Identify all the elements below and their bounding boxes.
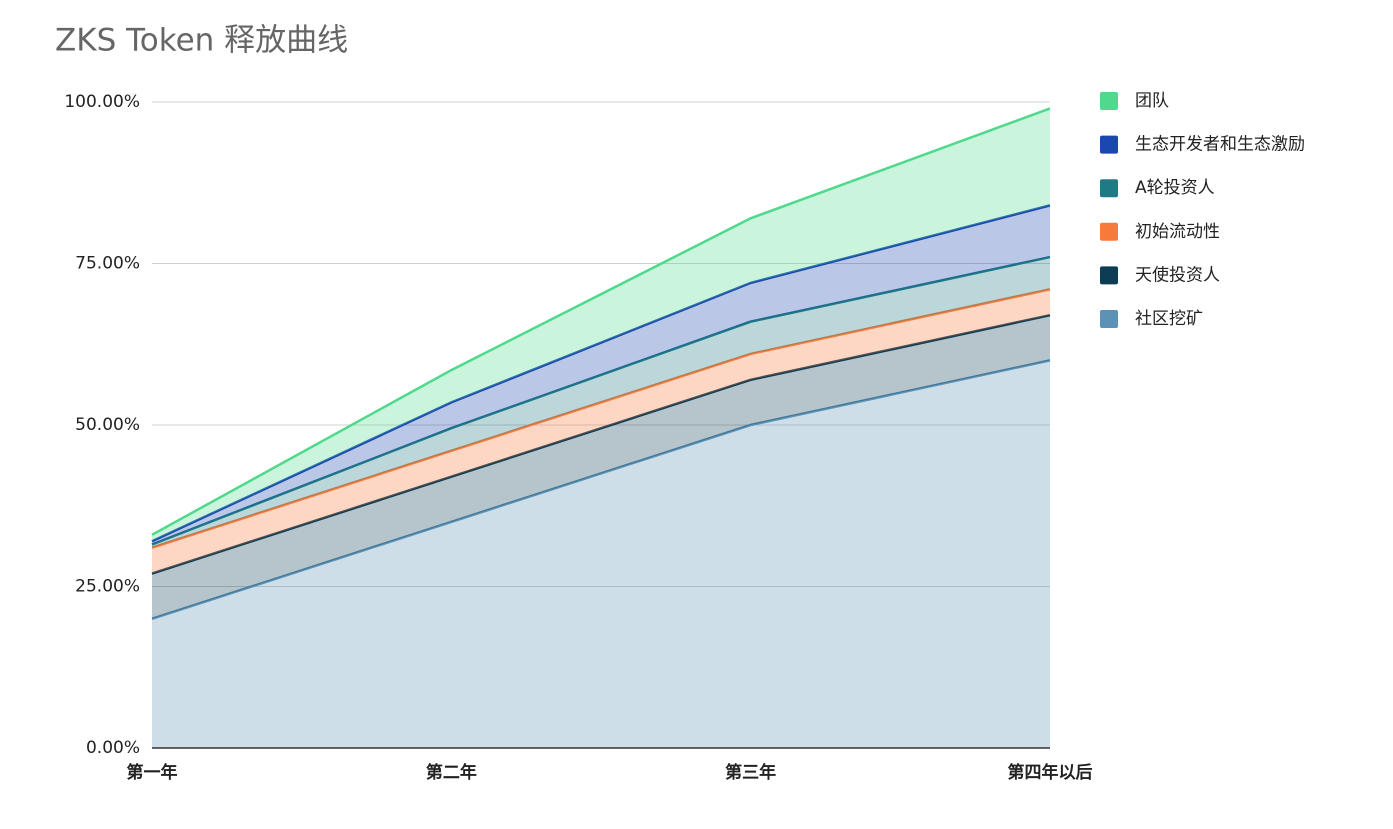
- area-fill: [152, 108, 1050, 542]
- x-tick-label: 第一年: [127, 762, 178, 783]
- area-line: [151, 255, 1051, 546]
- area-line: [151, 359, 1051, 620]
- area-line: [151, 204, 1051, 543]
- area-fill: [152, 257, 1050, 548]
- area-line: [151, 288, 1051, 549]
- legend-swatch: [1100, 135, 1118, 154]
- legend-label: 初始流动性: [1135, 222, 1220, 242]
- legend-swatch: [1100, 222, 1118, 241]
- legend-label: 生态开发者和生态激励: [1135, 135, 1305, 155]
- legend-label: 天使投资人: [1135, 264, 1220, 285]
- x-tick-label: 第二年: [426, 762, 477, 783]
- legend-swatch: [1100, 179, 1118, 198]
- area-fill: [152, 315, 1050, 619]
- area-fill: [152, 360, 1050, 748]
- legend-label: A轮投资人: [1135, 178, 1215, 198]
- y-tick-label: 25.00%: [75, 577, 140, 597]
- legend-swatch: [1100, 92, 1118, 110]
- chart-title: ZKS Token 释放曲线: [55, 23, 348, 59]
- y-tick-label: 75.00%: [75, 254, 140, 274]
- x-tick-label: 第四年以后: [1008, 762, 1093, 783]
- legend-swatch: [1100, 266, 1118, 285]
- y-tick-label: 0.00%: [86, 738, 140, 758]
- legend-label: 社区挖矿: [1135, 309, 1203, 329]
- area-line: [151, 313, 1051, 575]
- x-tick-label: 第三年: [725, 762, 776, 783]
- legend-swatch: [1100, 310, 1118, 328]
- area-fill: [152, 289, 1050, 574]
- area-fill: [152, 205, 1050, 545]
- area-line: [151, 107, 1051, 536]
- legend-label: 团队: [1135, 91, 1169, 111]
- y-tick-label: 100.00%: [64, 92, 140, 112]
- y-tick-label: 50.00%: [75, 415, 140, 435]
